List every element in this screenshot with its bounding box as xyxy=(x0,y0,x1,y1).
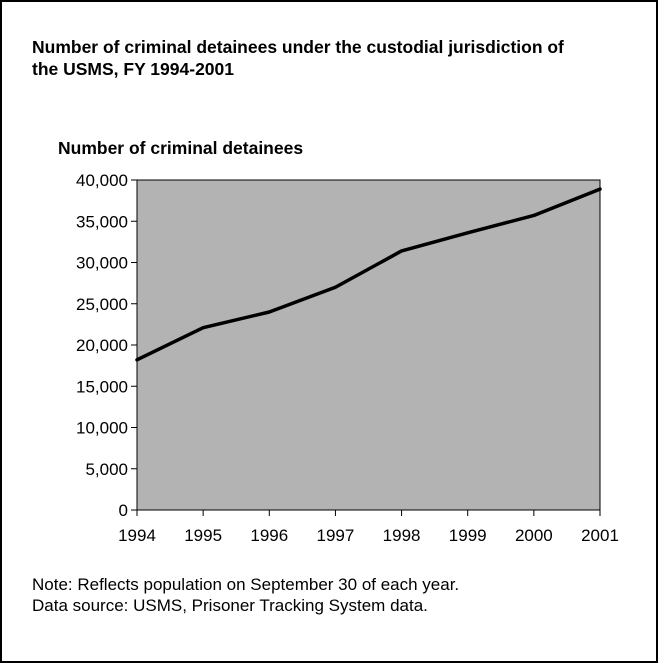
note-text: Note: Reflects population on September 3… xyxy=(32,575,460,594)
plot-area xyxy=(136,179,601,511)
y-axis-label: Number of criminal detainees xyxy=(58,138,303,158)
x-tick-label: 1995 xyxy=(184,526,222,545)
x-tick-label: 1997 xyxy=(317,526,355,545)
data-point xyxy=(532,213,536,217)
y-tick-label: 20,000 xyxy=(76,336,128,355)
y-tick-label: 5,000 xyxy=(85,460,128,479)
x-tick-label: 2001 xyxy=(581,526,619,545)
y-tick-label: 0 xyxy=(119,501,128,520)
x-tick-label: 2000 xyxy=(515,526,553,545)
data-point xyxy=(466,231,470,235)
data-point xyxy=(400,249,404,253)
source-text: Data source: USMS, Prisoner Tracking Sys… xyxy=(32,596,428,615)
x-tick-label: 1996 xyxy=(250,526,288,545)
figure-note: Note: Reflects population on September 3… xyxy=(32,574,459,616)
data-point xyxy=(598,187,602,191)
x-tick-label: 1998 xyxy=(383,526,421,545)
y-tick-label: 30,000 xyxy=(76,254,128,273)
x-tick-label: 1999 xyxy=(449,526,487,545)
figure-title: Number of criminal detainees under the c… xyxy=(32,37,564,79)
y-tick-label: 25,000 xyxy=(76,295,128,314)
y-tick-label: 35,000 xyxy=(76,212,128,231)
data-point xyxy=(135,358,139,362)
y-tick-label: 10,000 xyxy=(76,419,128,438)
data-point xyxy=(333,285,337,289)
y-tick-label: 15,000 xyxy=(76,377,128,396)
y-tick-label: 40,000 xyxy=(76,171,128,190)
data-point xyxy=(201,326,205,330)
data-point xyxy=(267,310,271,314)
x-tick-label: 1994 xyxy=(118,526,156,545)
series-line xyxy=(135,187,602,362)
